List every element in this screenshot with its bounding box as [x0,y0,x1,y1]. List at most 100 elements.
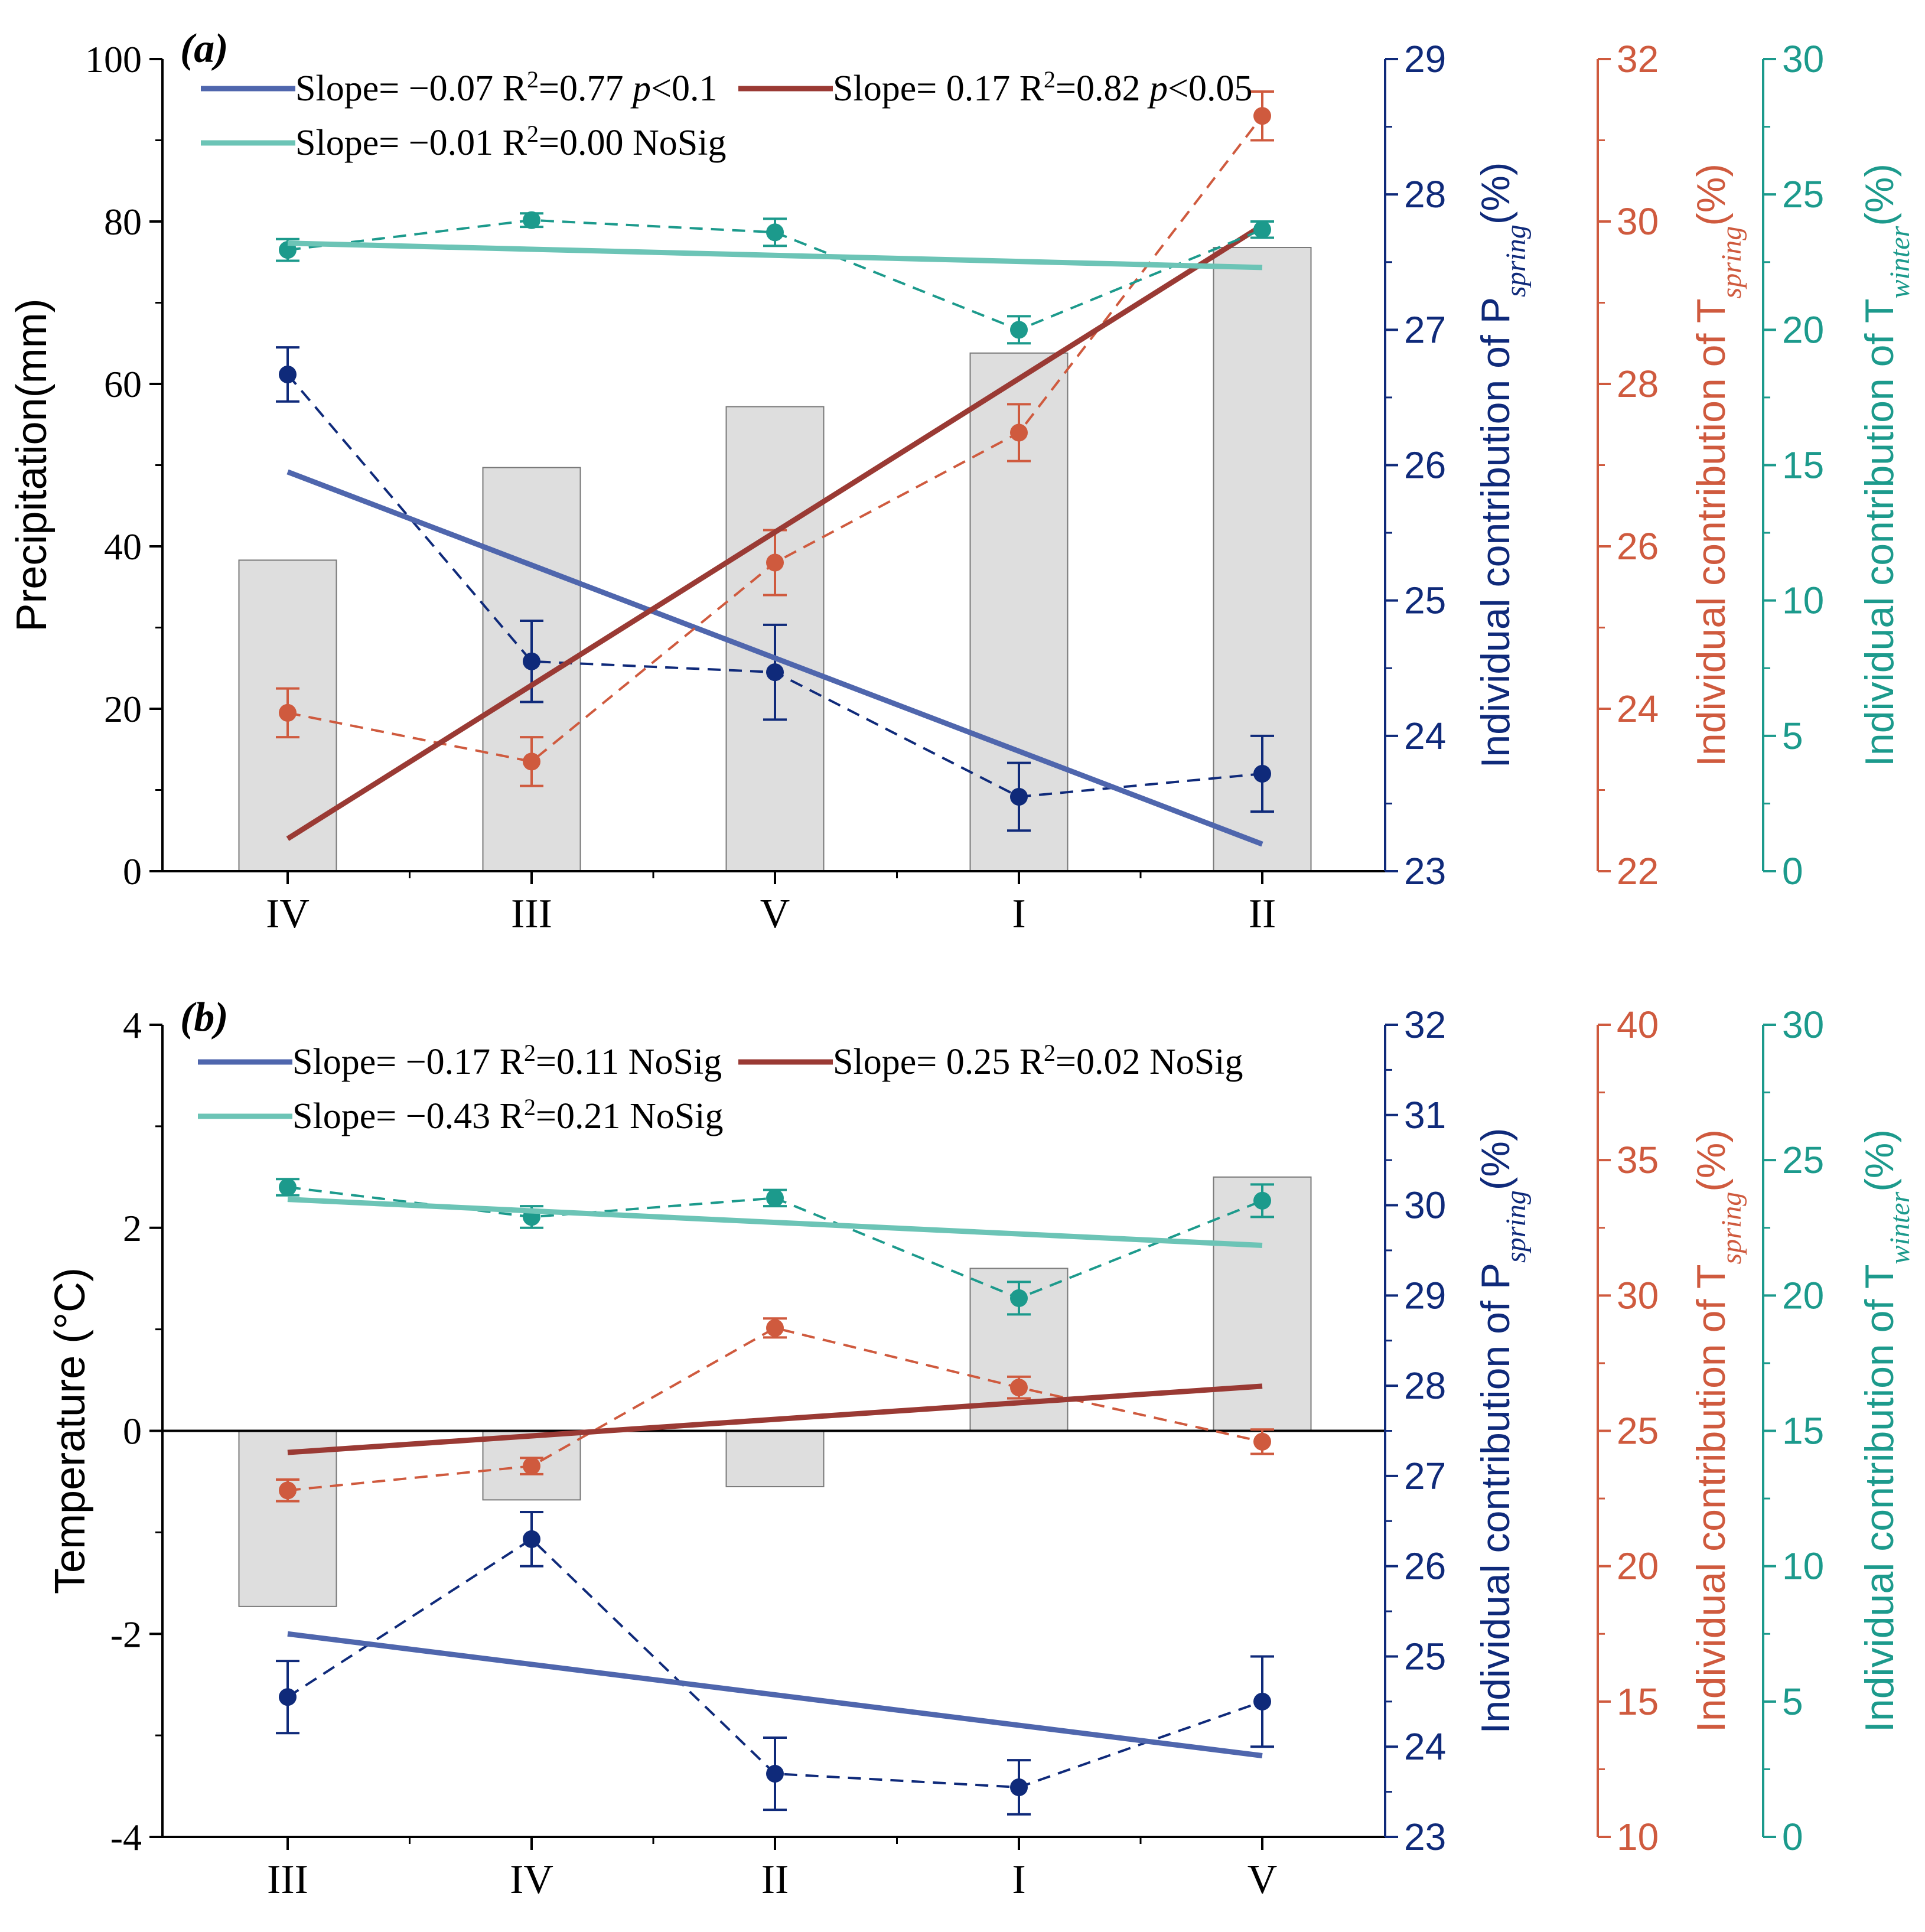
right-tick-label: 25 [1404,579,1446,622]
data-point [766,1319,784,1337]
right-tick-label: 31 [1404,1094,1446,1136]
data-point [766,1189,784,1207]
right-tick-label: 30 [1782,1004,1824,1046]
left-tick-label: 40 [104,526,142,568]
right-axis-t_winter: 0 5 10 15 20 25 30 Individual contribution of T… [1762,1004,1916,1858]
right-tick-label: 30 [1617,200,1659,243]
left-tick-label: 4 [123,1004,142,1046]
left-tick-label: 80 [104,201,142,243]
x-tick-label-III: III [267,1857,308,1902]
right-tick-label: 25 [1404,1635,1446,1677]
right-tick-label: 0 [1782,1816,1803,1858]
data-point [523,1530,540,1548]
left-tick-label: 0 [123,851,142,892]
right-tick-label: 15 [1617,1680,1659,1723]
data-point [279,1688,297,1706]
right-tick-label: 27 [1404,308,1446,351]
data-point [279,1178,297,1196]
data-point [766,663,784,682]
dashed-line [287,1327,1263,1492]
right-tick-label: 20 [1782,1274,1824,1317]
y-axis-label: Precipitation(mm) [8,298,56,631]
right-tick-label: 32 [1617,38,1659,80]
right-tick-label: 23 [1404,850,1446,892]
legend-item: Slope= 0.17 R2=0.82 p<0.05 [738,66,1252,109]
right-tick-label: 24 [1404,715,1446,757]
right-tick-label: 25 [1617,1410,1659,1452]
data-point [523,1457,540,1475]
right-tick-label: 28 [1404,173,1446,216]
data-point [1010,1379,1028,1397]
data-point [1253,765,1271,783]
right-tick-label: 23 [1404,1816,1446,1858]
x-tick-label-V: V [760,891,790,937]
data-point [1253,1432,1271,1451]
left-tick-label: -2 [110,1613,142,1655]
right-axis-label: Individual contribution of Twinter(%) [1857,164,1916,767]
data-point [523,211,540,229]
legend-item: Slope= −0.07 R2=0.77 p<0.1 [201,66,717,109]
data-point [1253,1191,1271,1210]
data-point [1010,423,1028,442]
right-tick-label: 32 [1404,1004,1446,1046]
x-tick-label-II: II [1249,891,1276,937]
legend-item: Slope= −0.01 R2=0.00 NoSig [201,120,726,164]
right-tick-label: 10 [1782,1545,1824,1588]
right-tick-label: 26 [1404,1545,1446,1588]
right-tick-label: 28 [1404,1364,1446,1407]
legend-item: Slope= 0.25 R2=0.02 NoSig [738,1040,1243,1082]
right-tick-label: 20 [1617,1545,1659,1588]
data-point [1010,1778,1028,1796]
data-point [1253,1692,1271,1711]
data-point [279,1481,297,1500]
right-axis-label: Individual contribution of Twinter(%) [1857,1129,1916,1732]
left-tick-label: 20 [104,688,142,730]
left-tick-label: -4 [110,1816,142,1858]
x-tick-label-IV: IV [510,1857,553,1902]
data-point [523,652,540,670]
x-tick-label-III: III [511,891,552,937]
right-axis-label: Individual contribution of Tspring(%) [1689,164,1747,767]
left-tick-label: 60 [104,363,142,405]
right-axis-p_spring: 23 24 25 26 27 28 29 Individual contribution of… [1384,38,1532,892]
left-tick-label: 100 [85,38,142,80]
right-axis-t_winter: 0 5 10 15 20 25 30 Individual contribution of T… [1762,38,1916,892]
right-tick-label: 5 [1782,715,1803,757]
data-point [279,365,297,383]
series-T_spring [276,90,1274,841]
data-point [1010,787,1028,806]
legend-item: Slope= −0.43 R2=0.21 NoSig [198,1094,723,1136]
legend-text: Slope= 0.17 R2=0.82 p<0.05 [833,66,1252,109]
y-axis-label: Temperature (°C) [47,1268,94,1594]
right-tick-label: 24 [1617,688,1659,730]
right-tick-label: 10 [1617,1816,1659,1858]
right-tick-label: 35 [1617,1139,1659,1181]
right-tick-label: 5 [1782,1680,1803,1723]
right-tick-label: 25 [1782,173,1824,216]
right-axis-label: Individual contribution of Pspring(%) [1473,1128,1532,1734]
right-tick-label: 40 [1617,1004,1659,1046]
right-tick-label: 15 [1782,444,1824,487]
x-tick-label-I: I [1012,891,1025,937]
data-point [1253,220,1271,239]
right-axis-label: Individual contribution of Tspring(%) [1689,1129,1747,1732]
data-point [523,752,540,771]
right-tick-label: 29 [1404,1274,1446,1317]
series-T_winter [276,211,1274,345]
data-point [279,703,297,722]
data-point [766,223,784,242]
left-tick-label: 0 [123,1410,142,1452]
fit-line [287,240,1263,271]
right-axis-t_spring: 10 15 20 25 30 35 40 Individual contribution of… [1597,1004,1747,1858]
legend-text: Slope= −0.17 R2=0.11 NoSig [292,1040,722,1083]
data-point [766,553,784,572]
series-T_spring [276,1317,1274,1503]
right-axis-p_spring: 23 24 25 26 27 28 29 30 31 32 Individual contribut… [1384,1004,1532,1858]
legend-text: Slope= −0.01 R2=0.00 NoSig [295,120,726,164]
fit-line [287,1383,1263,1455]
right-tick-label: 22 [1617,850,1659,892]
right-tick-label: 26 [1404,444,1446,487]
x-tick-label-II: II [761,1857,789,1902]
series-P_spring [276,1511,1274,1816]
